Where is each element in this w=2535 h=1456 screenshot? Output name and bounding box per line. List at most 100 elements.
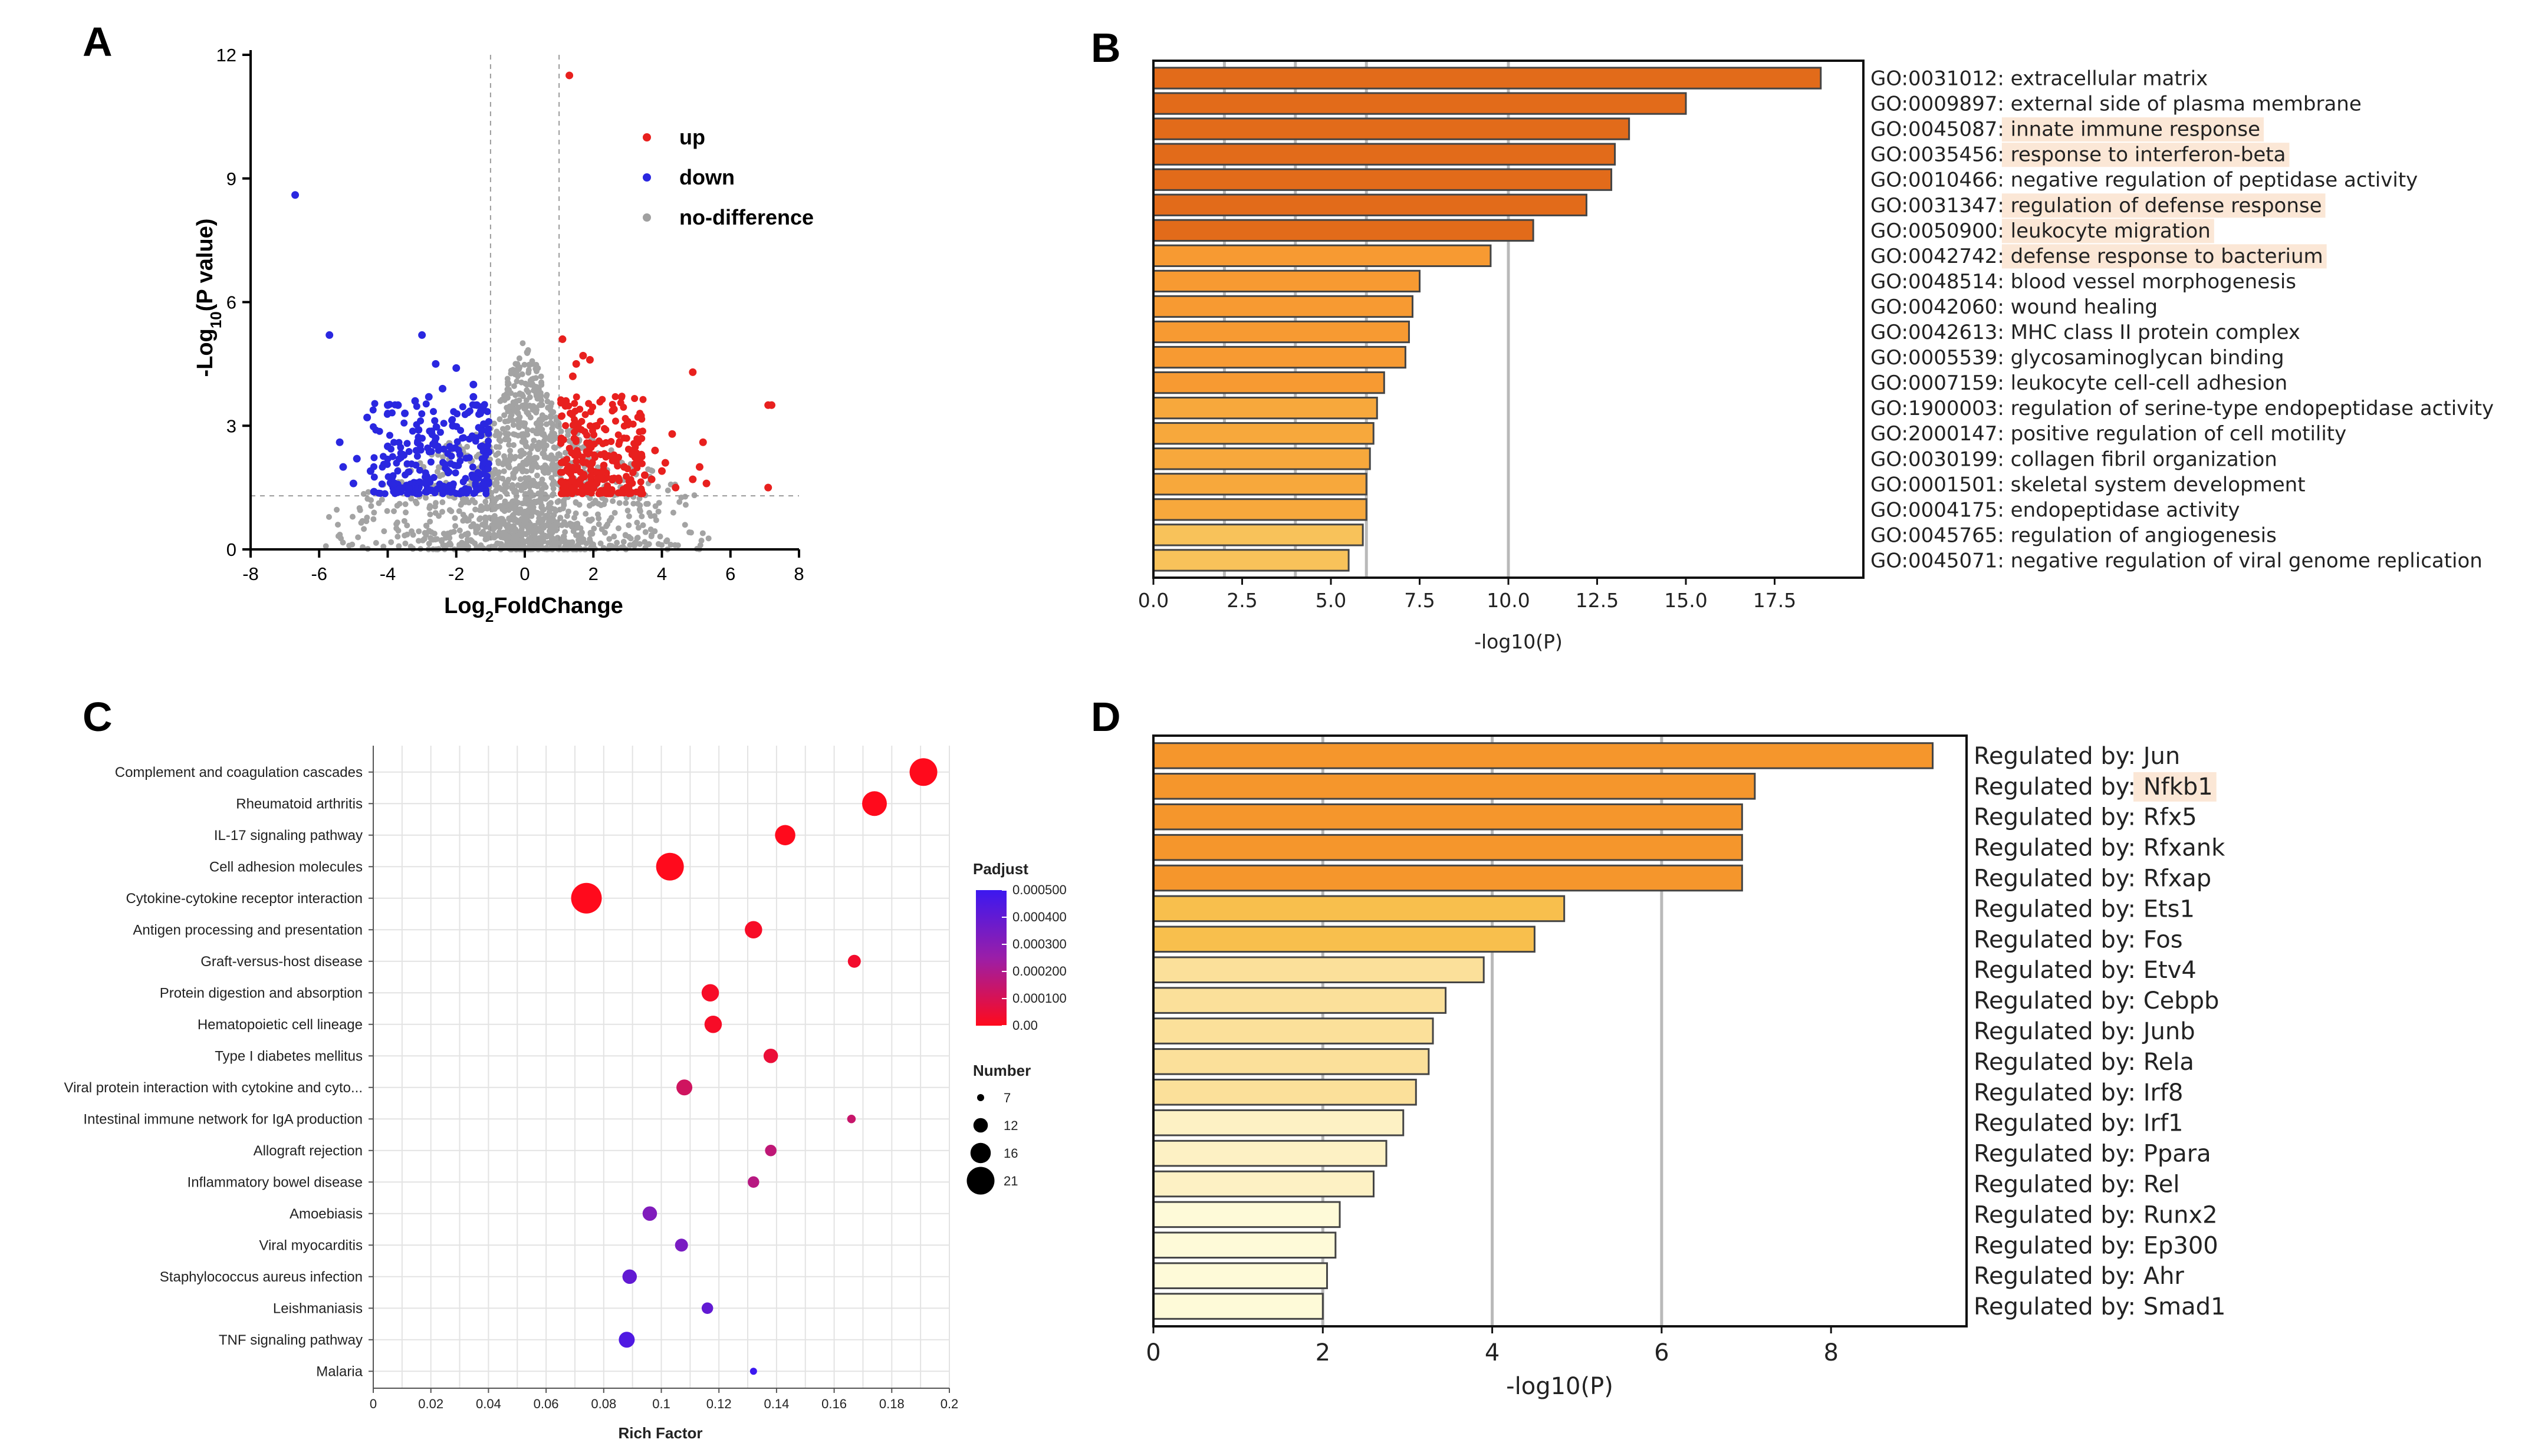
no-difference-point	[506, 442, 512, 448]
no-difference-point	[381, 528, 387, 535]
colorbar-tick-label: 0.000300	[1012, 937, 1067, 951]
no-difference-point	[511, 442, 517, 448]
volcano-y-tick-label: 0	[226, 539, 236, 560]
no-difference-point	[525, 348, 531, 354]
no-difference-point	[541, 483, 548, 490]
up-point	[599, 396, 606, 403]
no-difference-point	[522, 440, 528, 447]
no-difference-point	[501, 412, 508, 419]
no-difference-point	[530, 492, 537, 499]
down-point	[408, 460, 416, 467]
volcano-x-axis-title: Log2FoldChange	[444, 594, 623, 625]
volcano-x-tick-label: 2	[588, 564, 599, 584]
no-difference-point	[504, 541, 511, 548]
no-difference-point	[682, 493, 689, 500]
no-difference-point	[548, 533, 554, 539]
down-point	[424, 444, 432, 452]
size-legend-label: 21	[1004, 1174, 1018, 1188]
no-difference-point	[542, 493, 548, 500]
no-difference-point	[530, 443, 536, 449]
label-highlight	[2133, 772, 2217, 802]
up-point	[695, 463, 703, 471]
no-difference-point	[517, 453, 524, 460]
regulator-label: Regulated by: Fos	[1974, 926, 2183, 953]
kegg-axes: 0 0.02 0.04 0.06 0.08 0.1 0.12 0.14 0.16 0.18 0.2	[370, 746, 958, 1411]
no-difference-point	[522, 401, 529, 408]
up-point	[575, 420, 583, 427]
up-point	[620, 403, 627, 411]
down-point	[381, 490, 389, 498]
no-difference-point	[434, 469, 440, 475]
no-difference-point	[407, 543, 414, 550]
no-difference-point	[509, 417, 516, 424]
volcano-y-axis-title: -Log10(P value)	[193, 219, 225, 377]
no-difference-point	[513, 398, 520, 404]
no-difference-point	[530, 477, 537, 484]
kegg-pathway-label: Malaria	[316, 1363, 363, 1379]
kegg-x-tick-label: 0.1	[652, 1396, 670, 1411]
no-difference-point	[426, 505, 433, 511]
no-difference-point	[530, 506, 536, 512]
up-point	[658, 467, 666, 475]
no-difference-point	[655, 508, 662, 515]
volcano-points	[291, 71, 775, 498]
kegg-x-tick-label: 0.18	[879, 1396, 905, 1411]
up-point	[699, 438, 707, 446]
no-difference-point	[587, 518, 594, 524]
go-bar	[1152, 92, 1687, 115]
no-difference-point	[655, 483, 661, 490]
colorbar-tick-label: 0.000100	[1012, 991, 1067, 1006]
kegg-bubble	[745, 921, 762, 938]
no-difference-point	[626, 513, 632, 519]
no-difference-point	[543, 421, 550, 427]
no-difference-point	[653, 517, 659, 523]
down-point	[370, 473, 378, 481]
no-difference-point	[698, 538, 705, 544]
up-point	[651, 446, 659, 454]
no-difference-point	[448, 508, 455, 515]
no-difference-point	[534, 472, 540, 479]
x-tick-label: 6	[1654, 1339, 1669, 1366]
kegg-pathway-label: Staphylococcus aureus infection	[160, 1269, 363, 1285]
no-difference-point	[648, 533, 655, 539]
no-difference-point	[501, 508, 508, 515]
no-difference-point	[482, 523, 489, 530]
up-point	[637, 450, 646, 459]
kegg-x-tick-label: 0.14	[764, 1396, 789, 1411]
no-difference-point	[527, 414, 534, 421]
no-difference-point	[521, 361, 528, 368]
go-term-label: GO:0045071: negative regulation of viral…	[1870, 549, 2483, 572]
no-difference-point	[541, 446, 548, 453]
up-point	[590, 431, 598, 439]
no-difference-point	[507, 447, 514, 454]
go-bar	[1152, 193, 1587, 216]
no-difference-point	[562, 450, 568, 456]
no-difference-point	[539, 402, 545, 409]
no-difference-point	[562, 543, 568, 549]
up-point	[689, 368, 697, 376]
colorbar-tick-label: 0.00	[1012, 1018, 1038, 1033]
no-difference-point	[534, 396, 541, 402]
no-difference-point	[616, 500, 623, 506]
up-point	[618, 393, 626, 400]
no-difference-point	[447, 540, 453, 546]
no-difference-point	[368, 497, 374, 503]
up-point	[614, 489, 622, 496]
up-point	[620, 463, 629, 471]
regulator-bar	[1152, 987, 1447, 1014]
go-term-label: GO:0045765: regulation of angiogenesis	[1870, 523, 2277, 547]
no-difference-point	[686, 529, 693, 536]
label-highlight	[2001, 143, 2290, 167]
kegg-pathway-labels: Complement and coagulation cascades Rheum…	[64, 765, 373, 1379]
no-difference-point	[652, 503, 659, 509]
no-difference-point	[536, 535, 542, 541]
regulator-label: Regulated by: Rela	[1974, 1049, 2194, 1076]
no-difference-point	[492, 466, 498, 473]
up-point	[567, 470, 574, 477]
regulator-label: Regulated by: Ets1	[1974, 895, 2195, 923]
down-point	[389, 453, 396, 460]
no-difference-point	[682, 522, 688, 528]
no-difference-point	[541, 451, 547, 457]
down-point	[430, 408, 438, 416]
regulator-label: Regulated by: Irf8	[1974, 1079, 2184, 1106]
